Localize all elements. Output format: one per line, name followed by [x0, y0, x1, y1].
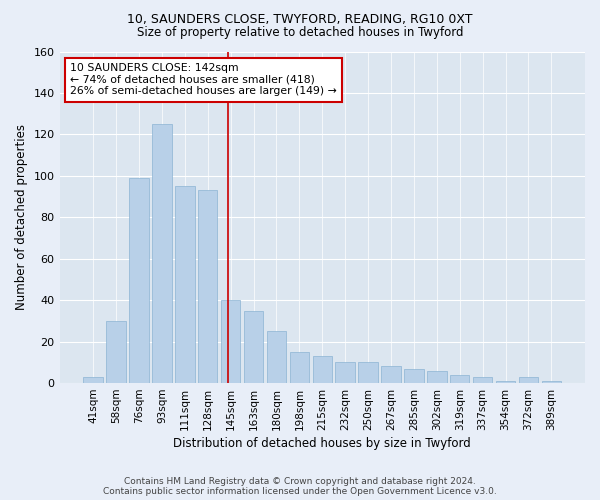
- Bar: [313, 356, 332, 383]
- Bar: [129, 178, 149, 383]
- Text: 10 SAUNDERS CLOSE: 142sqm
← 74% of detached houses are smaller (418)
26% of semi: 10 SAUNDERS CLOSE: 142sqm ← 74% of detac…: [70, 63, 337, 96]
- Bar: [519, 377, 538, 383]
- Bar: [175, 186, 194, 383]
- Bar: [152, 124, 172, 383]
- Bar: [496, 381, 515, 383]
- Text: 10, SAUNDERS CLOSE, TWYFORD, READING, RG10 0XT: 10, SAUNDERS CLOSE, TWYFORD, READING, RG…: [127, 12, 473, 26]
- Bar: [335, 362, 355, 383]
- Bar: [473, 377, 493, 383]
- Bar: [450, 375, 469, 383]
- Bar: [427, 370, 446, 383]
- X-axis label: Distribution of detached houses by size in Twyford: Distribution of detached houses by size …: [173, 437, 471, 450]
- Bar: [404, 368, 424, 383]
- Bar: [267, 332, 286, 383]
- Bar: [358, 362, 378, 383]
- Bar: [244, 310, 263, 383]
- Bar: [542, 381, 561, 383]
- Text: Size of property relative to detached houses in Twyford: Size of property relative to detached ho…: [137, 26, 463, 39]
- Bar: [290, 352, 309, 383]
- Bar: [106, 321, 126, 383]
- Text: Contains HM Land Registry data © Crown copyright and database right 2024.
Contai: Contains HM Land Registry data © Crown c…: [103, 476, 497, 496]
- Bar: [198, 190, 217, 383]
- Y-axis label: Number of detached properties: Number of detached properties: [15, 124, 28, 310]
- Bar: [221, 300, 241, 383]
- Bar: [83, 377, 103, 383]
- Bar: [381, 366, 401, 383]
